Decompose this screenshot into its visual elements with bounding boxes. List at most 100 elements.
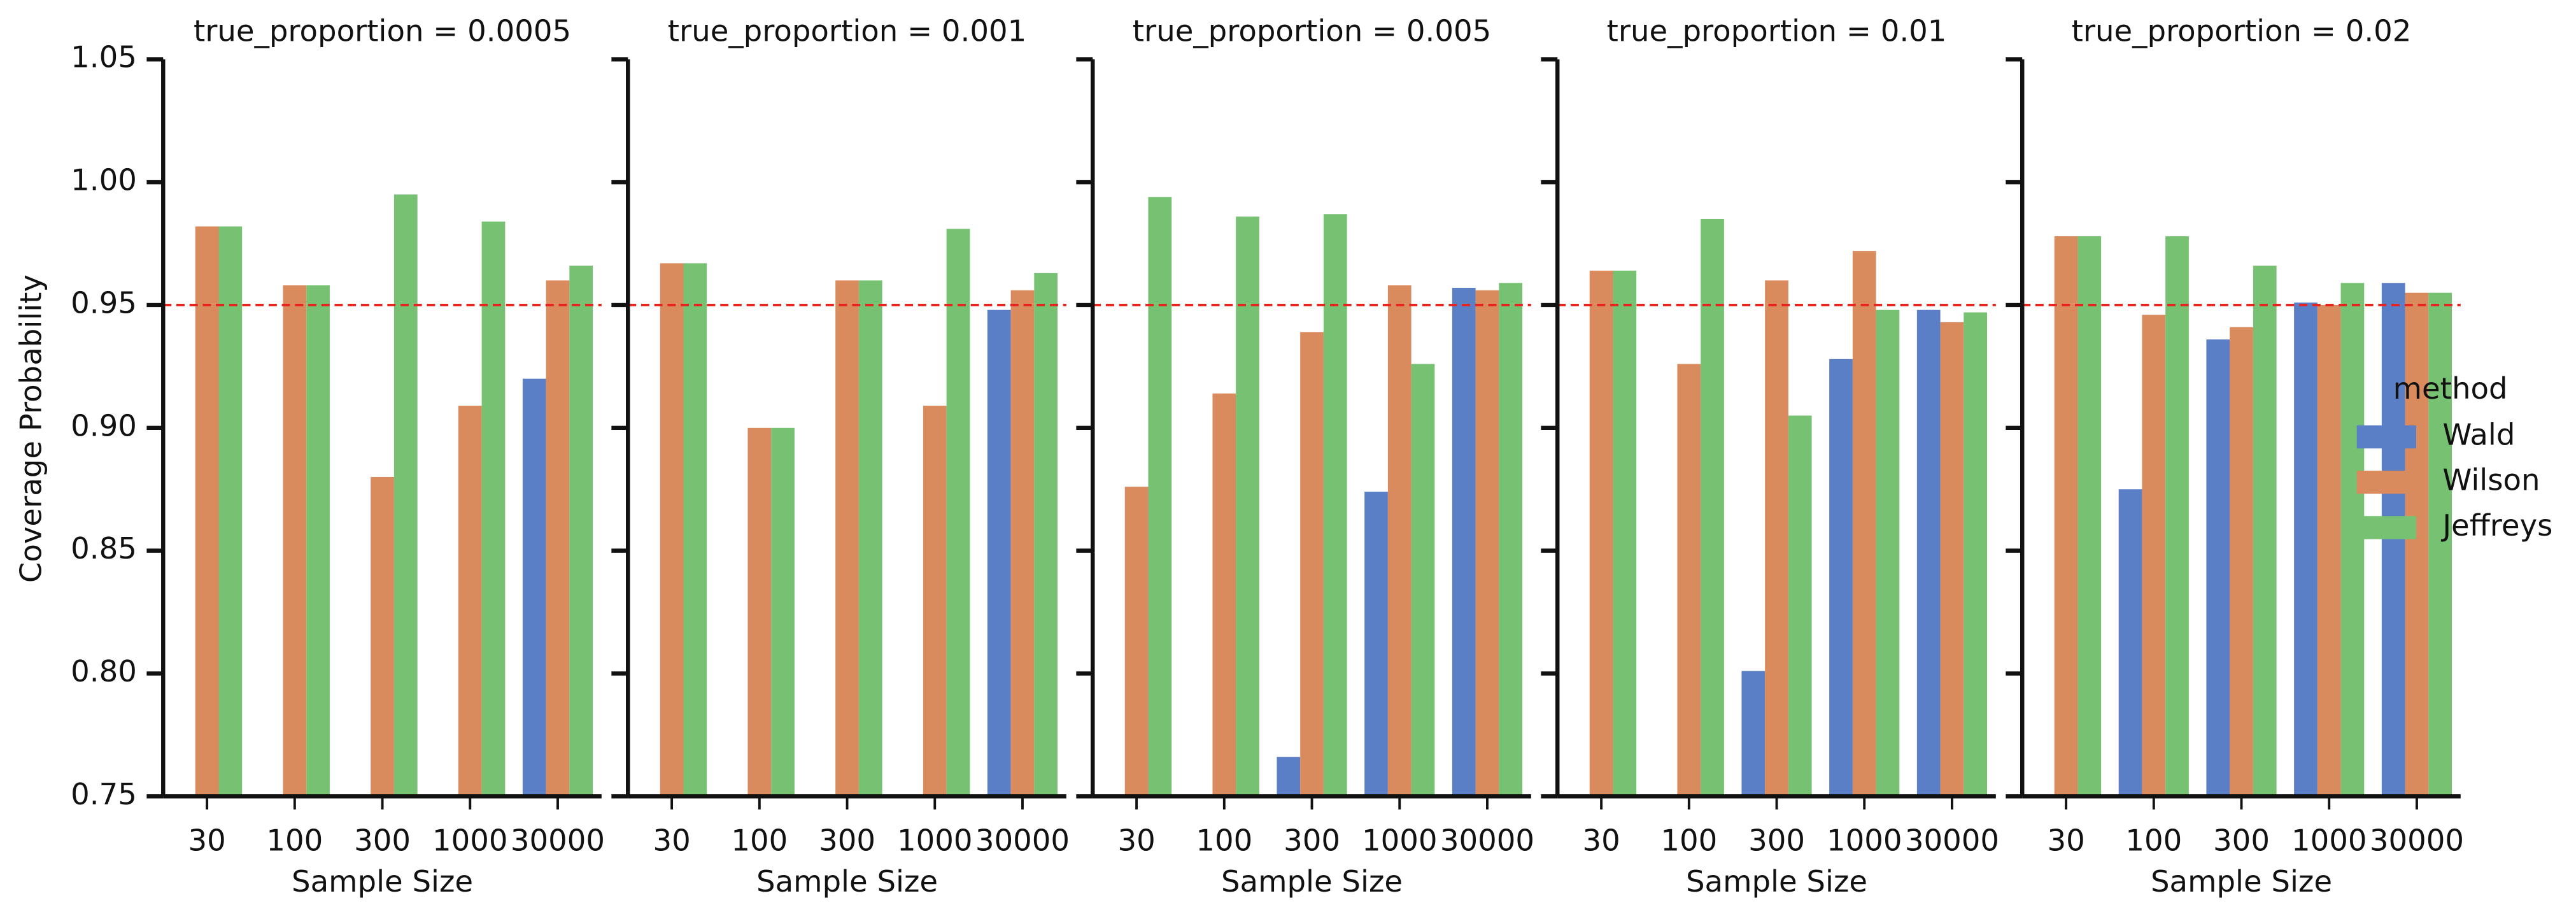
x-tick-label: 30 [653, 823, 690, 857]
x-tick-label: 100 [1196, 823, 1252, 857]
bar [1236, 217, 1259, 797]
x-axis-label: Sample Size [756, 864, 938, 899]
x-tick-label: 1000 [1362, 823, 1438, 857]
bar [2428, 292, 2452, 797]
bar [1364, 492, 1388, 797]
bar [1034, 273, 1058, 797]
bar [2142, 315, 2166, 797]
bar [1701, 218, 1724, 797]
y-tick-label: 0.75 [71, 777, 137, 811]
bar [1212, 393, 1236, 797]
y-axis-label: Coverage Probability [13, 274, 48, 583]
x-tick-label: 30 [2047, 823, 2084, 857]
x-tick-label: 30000 [975, 823, 1070, 857]
x-tick-label: 30000 [1905, 823, 1999, 857]
bar [2165, 236, 2189, 797]
bar [1741, 671, 1766, 797]
bar [458, 406, 482, 797]
bar [481, 221, 506, 797]
bar [771, 427, 795, 797]
bar [923, 406, 947, 797]
bar [1475, 290, 1499, 797]
bar [660, 263, 684, 797]
x-tick-label: 100 [2125, 823, 2182, 857]
bar [747, 427, 772, 797]
bar [371, 476, 394, 797]
bar [569, 266, 593, 797]
x-tick-label: 300 [1748, 823, 1805, 857]
bar [1916, 310, 1941, 797]
panel-title: true_proportion = 0.02 [2072, 13, 2412, 48]
bar [1613, 270, 1637, 797]
x-tick-label: 1000 [897, 823, 973, 857]
bar [2317, 304, 2341, 797]
x-axis-label: Sample Size [292, 864, 473, 899]
legend-swatch [2356, 425, 2416, 449]
x-tick-label: 30 [1117, 823, 1155, 857]
bar [1010, 290, 1035, 797]
bar [1148, 197, 1172, 797]
bar [1452, 287, 1476, 797]
panel-title: true_proportion = 0.005 [1133, 13, 1492, 48]
bar [393, 194, 418, 797]
bar [1411, 364, 1435, 797]
bar [1765, 280, 1788, 797]
bar [835, 280, 859, 797]
x-axis-label: Sample Size [2151, 864, 2332, 899]
x-tick-label: 30 [1582, 823, 1620, 857]
bar [2206, 339, 2230, 797]
bar [1277, 757, 1301, 797]
bar [2294, 303, 2318, 797]
y-tick-label: 1.05 [71, 40, 137, 75]
bar [2054, 236, 2078, 797]
x-tick-label: 30000 [2370, 823, 2464, 857]
legend-label: Jeffreys [2440, 508, 2552, 543]
legend-label: Wilson [2442, 463, 2540, 497]
panel-title: true_proportion = 0.0005 [194, 13, 571, 48]
y-tick-label: 1.00 [71, 163, 137, 197]
legend-label: Wald [2442, 418, 2515, 452]
x-tick-label: 30 [188, 823, 225, 857]
bar [1323, 214, 1347, 797]
bar [946, 229, 970, 797]
bar [2253, 266, 2277, 797]
bar [1589, 270, 1613, 797]
bar [1499, 283, 1523, 797]
bar [546, 280, 570, 797]
x-tick-label: 1000 [432, 823, 508, 857]
bar [1124, 487, 1149, 797]
legend-title: method [2393, 371, 2508, 406]
bar [522, 378, 546, 797]
x-tick-label: 300 [1284, 823, 1340, 857]
x-tick-label: 100 [1660, 823, 1717, 857]
bar [1387, 285, 1412, 797]
x-tick-label: 300 [2213, 823, 2270, 857]
legend-swatch [2356, 516, 2416, 539]
bar [1788, 415, 1812, 797]
x-tick-label: 1000 [2291, 823, 2367, 857]
bar [1964, 312, 1988, 797]
bar [1300, 332, 1324, 797]
x-axis-label: Sample Size [1221, 864, 1403, 899]
bar [2077, 236, 2102, 797]
bar [2118, 489, 2142, 797]
x-tick-label: 1000 [1827, 823, 1902, 857]
x-tick-label: 300 [354, 823, 411, 857]
x-axis-label: Sample Size [1686, 864, 1867, 899]
bar [2405, 292, 2429, 797]
bar [1677, 364, 1701, 797]
x-tick-label: 300 [819, 823, 875, 857]
panel-title: true_proportion = 0.001 [668, 13, 1027, 48]
bar [283, 285, 307, 797]
y-tick-label: 0.80 [71, 654, 137, 688]
x-tick-label: 100 [731, 823, 788, 857]
x-tick-label: 30000 [1440, 823, 1534, 857]
y-tick-label: 0.95 [71, 285, 137, 320]
y-tick-label: 0.90 [71, 408, 137, 443]
panel-title: true_proportion = 0.01 [1607, 13, 1947, 48]
bar [2230, 327, 2253, 797]
bar [195, 226, 219, 797]
bar [1829, 359, 1853, 797]
x-tick-label: 30000 [511, 823, 605, 857]
